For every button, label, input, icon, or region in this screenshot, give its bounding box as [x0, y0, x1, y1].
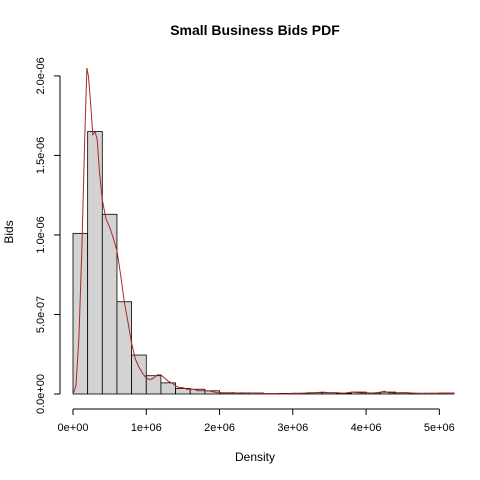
y-tick-label: 1.5e-06	[35, 137, 47, 174]
x-tick-label: 2e+06	[204, 422, 235, 434]
histogram-bar	[131, 354, 147, 395]
x-tick-label: 5e+06	[424, 422, 455, 434]
histogram-bar	[72, 232, 89, 395]
y-tick-label: 5.0e-07	[35, 296, 47, 333]
x-axis: 0e+00 1e+06 2e+06 3e+06 4e+06 5e+06	[58, 408, 455, 434]
y-tick-label: 0.0e+00	[35, 374, 47, 414]
x-tick-label: 1e+06	[131, 422, 162, 434]
y-tick-label: 2.0e-06	[35, 57, 47, 94]
y-tick-label: 1.0e-06	[35, 216, 47, 253]
histogram-bars	[72, 131, 455, 395]
x-axis-label: Density	[235, 450, 275, 464]
chart-title: Small Business Bids PDF	[170, 22, 340, 38]
histogram-bar	[116, 301, 133, 395]
histogram-bar	[189, 388, 206, 395]
y-axis: 0.0e+00 5.0e-07 1.0e-06 1.5e-06 2.0e-06	[35, 57, 61, 414]
x-tick-label: 0e+00	[58, 422, 89, 434]
density-curve	[72, 67, 455, 395]
histogram-bar	[87, 131, 103, 395]
x-tick-label: 4e+06	[351, 422, 382, 434]
x-tick-label: 3e+06	[277, 422, 308, 434]
y-axis-label: Bids	[2, 220, 16, 243]
histogram-bar	[101, 213, 118, 395]
density-curve-group	[72, 67, 455, 395]
